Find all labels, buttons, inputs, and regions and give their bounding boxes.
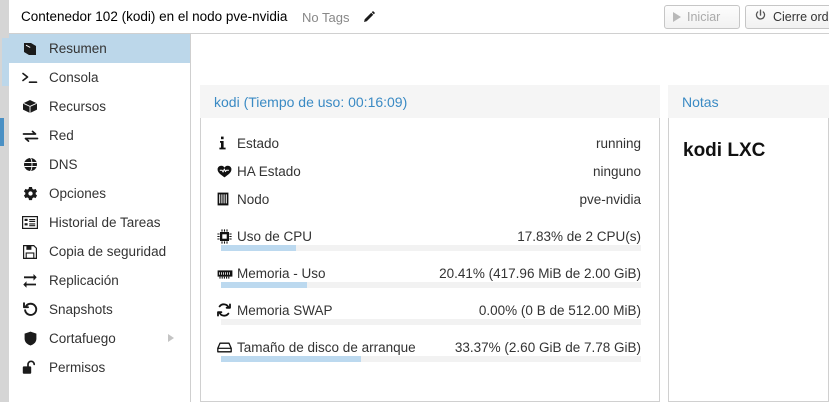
sidebar-item-label: Cortafuego	[49, 331, 116, 346]
notes-panel-title: Notas	[668, 85, 829, 118]
metric-row-value: 0.00% (0 B de 512.00 MiB)	[478, 302, 641, 318]
metric-row-label: Uso de CPU	[237, 228, 313, 244]
status-row-label: Nodo	[237, 191, 270, 207]
info-icon	[217, 135, 237, 151]
swap-progress-track	[221, 319, 641, 325]
replicate-icon	[21, 273, 39, 289]
cpu-icon	[217, 228, 237, 244]
metric-row-label: Memoria - Uso	[237, 265, 326, 281]
globe-icon	[21, 157, 39, 173]
page-title: Contenedor 102 (kodi) en el nodo pve-nvi…	[21, 9, 288, 24]
left-scrollbar[interactable]	[0, 0, 9, 402]
network-icon	[21, 128, 39, 144]
notes-panel-body[interactable]: kodi LXC	[668, 118, 829, 402]
sidebar-item-label: Permisos	[49, 360, 106, 375]
sidebar-item-label: Red	[49, 128, 74, 143]
status-panel-title: kodi (Tiempo de uso: 00:16:09)	[200, 85, 660, 118]
sidebar-item-replicacion[interactable]: Replicación	[9, 266, 190, 295]
chevron-right-icon	[168, 334, 174, 342]
server-icon	[217, 191, 237, 207]
notes-panel: Notas kodi LXC	[668, 85, 829, 402]
sidebar-item-historial-de-tareas[interactable]: Historial de Tareas	[9, 208, 190, 237]
metric-row-cpu: Uso de CPU 17.83% de 2 CPU(s)	[217, 225, 643, 253]
status-row-label: Estado	[237, 135, 280, 151]
sidebar-item-label: Copia de seguridad	[49, 244, 167, 259]
shutdown-button-label: Cierre ordenado	[773, 10, 829, 24]
book-icon	[21, 41, 39, 57]
sidebar-item-permisos[interactable]: Permisos	[9, 353, 190, 382]
save-icon	[21, 244, 39, 260]
metric-row-value: 17.83% de 2 CPU(s)	[517, 228, 641, 244]
heart-icon	[217, 163, 237, 179]
history-icon	[21, 302, 39, 318]
header-bar: Contenedor 102 (kodi) en el nodo pve-nvi…	[9, 0, 829, 34]
metric-row-disk: Tamaño de disco de arranque 33.37% (2.60…	[217, 336, 643, 364]
sidebar-item-consola[interactable]: Consola	[9, 63, 190, 92]
swap-icon	[217, 302, 237, 318]
tags-label[interactable]: No Tags	[302, 10, 350, 25]
sidebar-item-label: Opciones	[49, 186, 107, 201]
notes-content: kodi LXC	[683, 140, 766, 161]
status-row-ha-estado: HA Estado ninguno	[217, 160, 643, 188]
status-row-value: running	[595, 135, 641, 151]
sidebar-item-label: Replicación	[49, 273, 119, 288]
status-row-value: pve-nvidia	[579, 191, 641, 207]
sidebar: Resumen Consola Recursos Red DNS	[9, 34, 191, 402]
pencil-icon[interactable]	[363, 10, 376, 23]
cube-icon	[21, 99, 39, 115]
memory-progress-fill	[221, 282, 307, 288]
metric-row-value: 20.41% (417.96 MiB de 2.00 GiB)	[439, 265, 641, 281]
memory-icon	[217, 265, 237, 281]
left-scrollbar-thumb[interactable]	[2, 38, 9, 86]
sidebar-item-resumen[interactable]: Resumen	[9, 34, 190, 63]
memory-progress-track	[221, 282, 641, 288]
sidebar-item-label: Historial de Tareas	[49, 215, 161, 230]
sidebar-item-copia-de-seguridad[interactable]: Copia de seguridad	[9, 237, 190, 266]
status-row-estado: Estado running	[217, 132, 643, 160]
disk-icon	[217, 339, 237, 355]
status-row-nodo: Nodo pve-nvidia	[217, 188, 643, 216]
unlock-icon	[21, 360, 39, 376]
metric-row-label: Memoria SWAP	[237, 302, 333, 318]
sidebar-item-label: Resumen	[49, 41, 107, 56]
sidebar-item-label: DNS	[49, 157, 78, 172]
sidebar-item-label: Consola	[49, 70, 99, 85]
power-icon	[754, 9, 767, 25]
metric-row-value: 33.37% (2.60 GiB de 7.78 GiB)	[454, 339, 641, 355]
start-button[interactable]: Iniciar	[664, 5, 740, 29]
left-edge-marker	[0, 118, 4, 146]
sidebar-item-snapshots[interactable]: Snapshots	[9, 295, 190, 324]
metric-row-swap: Memoria SWAP 0.00% (0 B de 512.00 MiB)	[217, 299, 643, 327]
metric-row-memory: Memoria - Uso 20.41% (417.96 MiB de 2.00…	[217, 262, 643, 290]
cpu-progress-fill	[221, 245, 296, 251]
status-panel-body: Estado running HA Estado ninguno	[200, 118, 660, 402]
sidebar-item-label: Recursos	[49, 99, 107, 114]
list-icon	[21, 215, 39, 231]
sidebar-item-label: Snapshots	[49, 302, 113, 317]
main-content: kodi (Tiempo de uso: 00:16:09) Estado ru…	[192, 34, 829, 402]
metric-row-label: Tamaño de disco de arranque	[237, 339, 416, 355]
sidebar-item-opciones[interactable]: Opciones	[9, 179, 190, 208]
sidebar-item-dns[interactable]: DNS	[9, 150, 190, 179]
gear-icon	[21, 186, 39, 202]
disk-progress-fill	[221, 356, 362, 362]
status-row-value: ninguno	[592, 163, 641, 179]
cpu-progress-track	[221, 245, 641, 251]
sidebar-item-cortafuego[interactable]: Cortafuego	[9, 324, 190, 353]
shutdown-button[interactable]: Cierre ordenado	[745, 5, 829, 29]
disk-progress-track	[221, 356, 641, 362]
shield-icon	[21, 331, 39, 347]
terminal-icon	[21, 70, 39, 86]
status-row-label: HA Estado	[237, 163, 301, 179]
status-panel: kodi (Tiempo de uso: 00:16:09) Estado ru…	[200, 85, 660, 402]
start-button-label: Iniciar	[687, 10, 721, 24]
sidebar-item-recursos[interactable]: Recursos	[9, 92, 190, 121]
play-icon	[673, 12, 681, 22]
status-rows: Estado running HA Estado ninguno	[201, 118, 659, 364]
sidebar-item-red[interactable]: Red	[9, 121, 190, 150]
